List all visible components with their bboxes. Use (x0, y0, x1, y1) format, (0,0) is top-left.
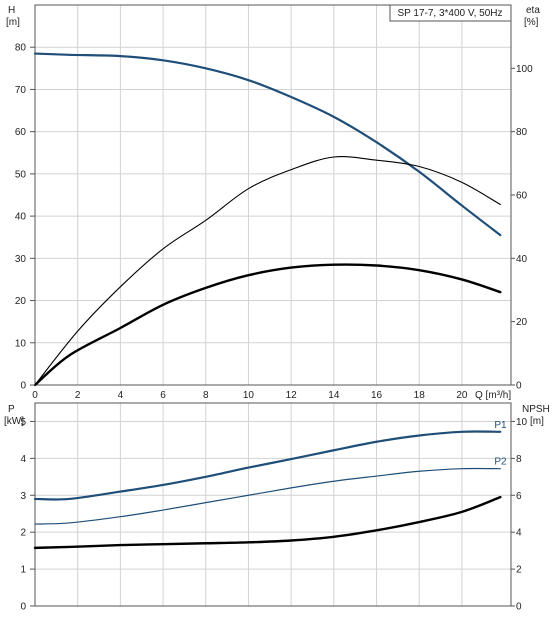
ylabel-left-bottom-1: P (8, 404, 15, 415)
y-tick-right-label: 4 (516, 528, 522, 539)
ylabel-right-bottom-1: NPSH (522, 404, 550, 415)
x-tick-label: 10 (243, 390, 255, 401)
y-tick-left-label: 50 (15, 169, 27, 180)
ylabel-right-top-2: [%] (524, 17, 539, 28)
x-tick-label: 8 (203, 390, 209, 401)
x-tick-label: 16 (371, 390, 383, 401)
y-tick-left-label: 80 (15, 43, 27, 54)
y-tick-left-label: 0 (20, 381, 26, 392)
y-tick-left-label: 30 (15, 254, 27, 265)
y-tick-right-label: 10 (516, 417, 528, 428)
x-tick-label: 20 (456, 390, 468, 401)
y-tick-left-label: 0 (20, 602, 26, 613)
grid-bot (35, 403, 511, 606)
series-bot: P1 P2 (33, 420, 507, 550)
series-line-0-0 (33, 52, 502, 237)
series-label-p1: P1 (494, 420, 507, 431)
x-tick-label: 14 (328, 390, 340, 401)
series-label-p2: P2 (494, 457, 507, 468)
ylabel-right-top-1: eta (526, 5, 540, 16)
power-npsh-panel: P1 P2 0 1 2 3 4 5 0 2 4 6 8 10 P [kW] NPSH [m] (4, 402, 550, 613)
ylabel-left-bottom-2: [kW] (4, 416, 24, 427)
x-axis-label: Q [m³/h] (475, 390, 511, 401)
title-box (389, 4, 512, 22)
y-tick-left-label: 5 (20, 417, 26, 428)
series-line-p2 (34, 467, 501, 525)
series-line-0-2 (33, 263, 502, 387)
plot-frame-top (34, 4, 512, 386)
series-top (33, 52, 502, 387)
y-tick-left-label: 20 (15, 296, 27, 307)
y-tick-right-label: 100 (516, 64, 533, 75)
y-tick-right-label: 0 (516, 602, 522, 613)
y-tick-left-label: 3 (20, 491, 26, 502)
series-line-1-2 (33, 495, 502, 550)
x-tick-label: 18 (414, 390, 426, 401)
head-efficiency-panel: 0 10 20 30 40 50 60 70 80 0 20 40 60 80 100 0 2 4 6 8 10 12 14… (6, 4, 540, 401)
plot-frame-bottom (34, 402, 512, 607)
y-tick-left-label: 1 (20, 565, 26, 576)
y-tick-right-label: 20 (516, 317, 528, 328)
ylabel-left-top-1: H (8, 5, 15, 16)
ticks-bot: 0 1 2 3 4 5 0 2 4 6 8 10 (20, 417, 527, 613)
x-tick-label: 0 (32, 390, 38, 401)
y-tick-right-label: 80 (516, 127, 528, 138)
y-tick-left-label: 4 (20, 454, 26, 465)
grid-top (35, 4, 511, 385)
x-tick-label: 2 (75, 390, 81, 401)
series-line-0-1 (34, 156, 501, 386)
y-tick-right-label: 40 (516, 254, 528, 265)
y-tick-right-label: 6 (516, 491, 522, 502)
y-tick-left-label: 2 (20, 528, 26, 539)
y-tick-right-label: 8 (516, 454, 522, 465)
chart-title: SP 17-7, 3*400 V, 50Hz (397, 8, 502, 19)
x-tick-label: 6 (160, 390, 166, 401)
x-tick-label: 12 (286, 390, 298, 401)
y-tick-left-label: 40 (15, 212, 27, 223)
y-tick-left-label: 70 (15, 85, 27, 96)
y-tick-left-label: 10 (15, 338, 27, 349)
x-tick-label: 4 (118, 390, 124, 401)
y-tick-right-label: 60 (516, 191, 528, 202)
ylabel-right-bottom-2: [m] (530, 416, 544, 427)
y-tick-right-label: 2 (516, 565, 522, 576)
series-line-p1 (33, 430, 502, 501)
y-tick-right-label: 0 (516, 381, 522, 392)
ticks-top: 0 10 20 30 40 50 60 70 80 0 20 40 60 80 100 0 2 4 6 8 10 12 14… (15, 43, 533, 401)
y-tick-left-label: 60 (15, 127, 27, 138)
ylabel-left-top-2: [m] (6, 17, 20, 28)
